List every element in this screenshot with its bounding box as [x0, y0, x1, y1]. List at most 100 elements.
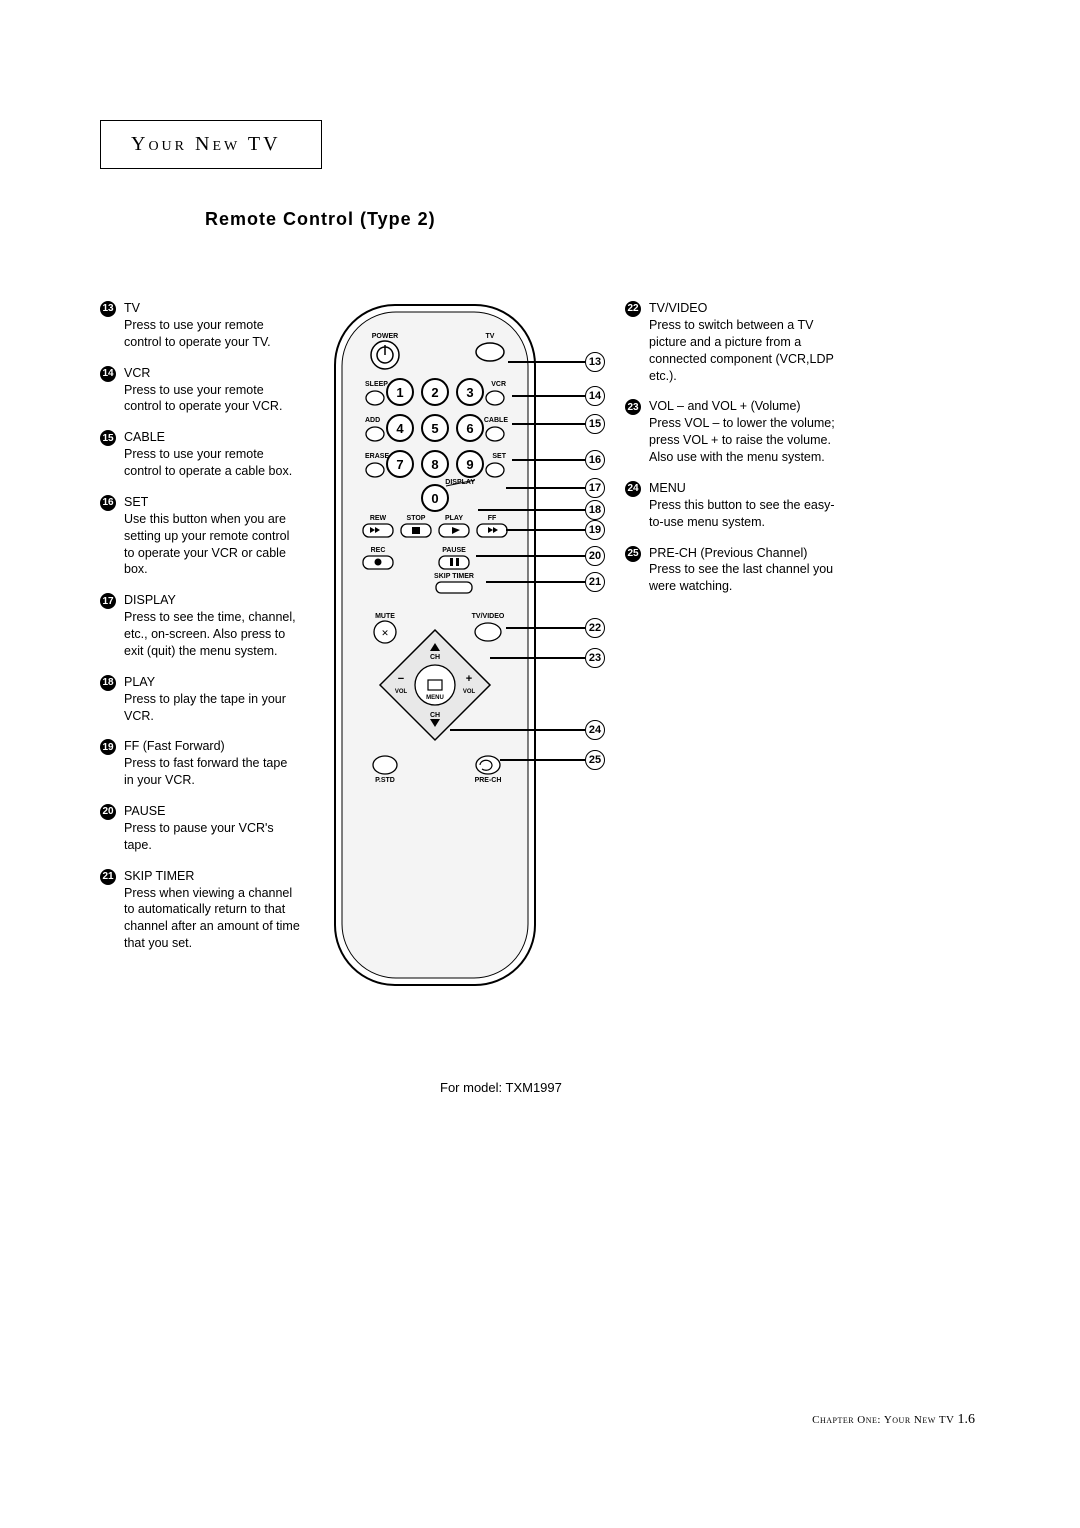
svg-text:9: 9 [466, 457, 473, 472]
callout-leader-line [506, 627, 585, 629]
svg-text:PAUSE: PAUSE [442, 547, 466, 554]
callout-leader-line [512, 423, 585, 425]
svg-text:MENU: MENU [426, 695, 444, 701]
svg-text:FF: FF [488, 515, 497, 522]
description-item: 25 PRE-CH (Previous Channel)Press to see … [625, 545, 845, 596]
callout-number: 25 [585, 750, 605, 770]
svg-text:+: + [466, 673, 472, 685]
item-label: SET [124, 495, 148, 509]
item-number-badge: 15 [100, 430, 116, 446]
svg-text:8: 8 [431, 457, 438, 472]
item-description: Press to use your remote control to oper… [124, 447, 292, 478]
callout-number: 21 [585, 572, 605, 592]
description-item: 21 SKIP TIMER Press when viewing a channel… [100, 868, 300, 952]
item-number-badge: 13 [100, 301, 116, 317]
svg-text:0: 0 [431, 491, 438, 506]
svg-text:6: 6 [466, 421, 473, 436]
svg-text:1: 1 [396, 385, 403, 400]
item-body: PAUSEPress to pause your VCR's tape. [124, 803, 300, 854]
footer-page: 1.6 [958, 1412, 976, 1427]
description-item: 19FF (Fast Forward)Press to fast forward… [100, 738, 300, 789]
svg-text:P.STD: P.STD [375, 777, 395, 784]
item-number-badge: 25 [625, 546, 641, 562]
item-label: CABLE [124, 430, 165, 444]
item-number-badge: 17 [100, 593, 116, 609]
item-body: TV/VIDEOPress to switch between a TV pic… [649, 300, 845, 384]
item-description: Press VOL – to lower the volume; press V… [649, 416, 835, 464]
svg-text:CH: CH [430, 712, 440, 719]
svg-text:5: 5 [431, 421, 438, 436]
callout-number: 22 [585, 618, 605, 638]
description-item: 23VOL – and VOL + (Volume)Press VOL – to… [625, 398, 845, 466]
description-item: 14VCRPress to use your remote control to… [100, 365, 300, 416]
svg-text:PRE-CH: PRE-CH [475, 777, 502, 784]
callout-leader-line [450, 729, 585, 731]
svg-text:SET: SET [492, 453, 506, 460]
callout-leader-line [486, 581, 585, 583]
chapter-title-box: Your New TV [100, 120, 322, 169]
callout-number: 16 [585, 450, 605, 470]
item-description: Press to use your remote control to oper… [124, 318, 271, 349]
item-label: TV [124, 301, 140, 315]
item-number-badge: 21 [100, 869, 116, 885]
item-description: Press to play the tape in your VCR. [124, 692, 286, 723]
description-item: 15 CABLE Press to use your remote control … [100, 429, 300, 480]
svg-text:ADD: ADD [365, 417, 380, 424]
item-description: Press this button to see the easy-to-use… [649, 498, 835, 529]
item-body: VCRPress to use your remote control to o… [124, 365, 300, 416]
item-number-badge: 20 [100, 804, 116, 820]
left-column: 13 TV Press to use your remote control to … [100, 300, 300, 966]
item-body: DISPLAY Press to see the time, channel, e… [124, 592, 300, 660]
svg-text:POWER: POWER [372, 333, 398, 340]
remote-diagram: POWER TV SLEEP VCR ADD CABLE ERASE SET [330, 300, 590, 990]
item-label: PRE-CH (Previous Channel) [649, 546, 807, 560]
svg-text:STOP: STOP [407, 515, 426, 522]
item-label: SKIP TIMER [124, 869, 194, 883]
item-description: Press to pause your VCR's tape. [124, 821, 274, 852]
item-label: DISPLAY [124, 593, 176, 607]
right-column: 22TV/VIDEOPress to switch between a TV p… [625, 300, 845, 609]
callout-leader-line [512, 395, 585, 397]
callout-leader-line [508, 361, 585, 363]
item-description: Press when viewing a channel to automati… [124, 886, 300, 951]
callout-number: 14 [585, 386, 605, 406]
svg-text:2: 2 [431, 385, 438, 400]
callout-leader-line [476, 555, 585, 557]
description-item: 24MENUPress this button to see the easy-… [625, 480, 845, 531]
callout-leader-line [478, 509, 585, 511]
item-body: VOL – and VOL + (Volume) Press VOL – to l… [649, 398, 845, 466]
svg-text:REC: REC [371, 547, 386, 554]
item-description: Press to fast forward the tape in your V… [124, 756, 287, 787]
item-description: Press to see the time, channel, etc., on… [124, 610, 296, 658]
svg-text:SLEEP: SLEEP [365, 381, 388, 388]
svg-text:VOL: VOL [395, 689, 408, 695]
item-label: VOL – and VOL + (Volume) [649, 399, 801, 413]
item-body: SET Use this button when you are setting … [124, 494, 300, 578]
svg-text:PLAY: PLAY [445, 515, 463, 522]
item-label: PLAY [124, 675, 155, 689]
item-body: SKIP TIMER Press when viewing a channel t… [124, 868, 300, 952]
svg-text:TV/VIDEO: TV/VIDEO [472, 613, 505, 620]
remote-svg: POWER TV SLEEP VCR ADD CABLE ERASE SET [330, 300, 540, 990]
svg-text:7: 7 [396, 457, 403, 472]
description-item: 18 PLAY Press to play the tape in your VCR… [100, 674, 300, 725]
item-label: MENU [649, 481, 686, 495]
page-footer: Chapter One: Your New TV 1.6 [812, 1412, 975, 1428]
item-number-badge: 18 [100, 675, 116, 691]
model-label: For model: TXM1997 [440, 1080, 562, 1095]
item-body: PRE-CH (Previous Channel)Press to see th… [649, 545, 845, 596]
item-description: Use this button when you are setting up … [124, 512, 289, 577]
description-item: 22TV/VIDEOPress to switch between a TV p… [625, 300, 845, 384]
item-body: FF (Fast Forward)Press to fast forward t… [124, 738, 300, 789]
callout-leader-line [506, 529, 585, 531]
svg-text:MUTE: MUTE [375, 613, 395, 620]
callout-leader-line [506, 487, 585, 489]
description-item: 20 PAUSEPress to pause your VCR's tape. [100, 803, 300, 854]
item-description: Press to switch between a TV picture and… [649, 318, 834, 383]
callout-leader-line [512, 459, 585, 461]
page-subtitle: Remote Control (Type 2) [205, 209, 980, 230]
callout-leader-line [490, 657, 585, 659]
item-number-badge: 16 [100, 495, 116, 511]
item-body: TV Press to use your remote control to op… [124, 300, 300, 351]
callout-number: 17 [585, 478, 605, 498]
